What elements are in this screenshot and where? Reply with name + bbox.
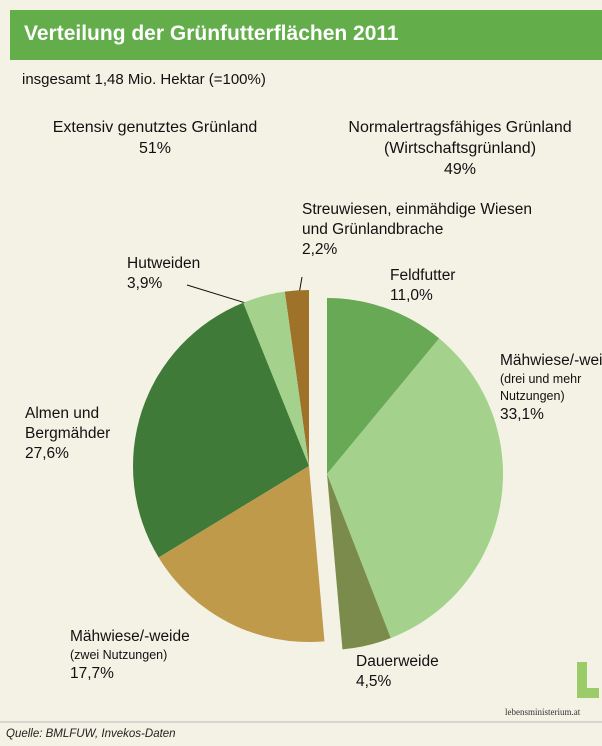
group-name: Normalertragsfähiges Grünland (Wirtschaf… [348,119,572,157]
logo-icon [577,688,599,698]
header: Verteilung der Grünfutterflächen 2011 [10,10,602,60]
slice-value: 33,1% [500,406,544,423]
group-value: 49% [443,161,477,178]
slice-name: Dauerweide [356,653,439,670]
subtitle: insgesamt 1,48 Mio. Hektar (=100%) [22,71,266,88]
slice-name: Hutweiden [127,255,201,272]
pie-slice [327,298,440,474]
slice-value: 11,0% [390,287,433,304]
slice-name: Almen und Bergmähder [25,405,111,442]
slice-label: Streuwiesen, einmähdige Wiesen und Grünl… [302,200,552,260]
logo-text: lebensministerium.at [505,707,581,717]
group-name: Extensiv genutztes Grünland [52,119,258,136]
slice-label: Hutweiden 3,9% [127,254,247,294]
slice-name: Feldfutter [390,267,456,284]
pie-slice [133,302,309,558]
group-label: Normalertragsfähiges Grünland (Wirtschaf… [320,117,600,180]
slice-value: 17,7% [70,665,114,682]
pie-slice [158,466,325,643]
slice-name: Mähwiese/-weide [500,352,602,369]
slice-note: (zwei Nutzungen) [70,648,168,662]
group-value: 51% [138,140,172,157]
slice-label: Mähwiese/-weide (zwei Nutzungen) 17,7% [70,627,270,684]
pie-slice [243,291,309,466]
chart-title: Verteilung der Grünfutterflächen 2011 [24,22,399,45]
slice-note: (drei und mehr Nutzungen) [500,372,582,403]
slice-name: Mähwiese/-weide [70,628,190,645]
slice-value: 27,6% [25,445,69,462]
slice-value: 3,9% [127,275,163,292]
slice-label: Dauerweide 4,5% [356,652,496,692]
slice-label: Feldfutter 11,0% [390,266,510,306]
pie-slice [284,290,309,466]
slice-label: Almen und Bergmähder 27,6% [25,404,145,464]
source: Quelle: BMLFUW, Invekos-Daten [6,728,176,740]
pie-slice [327,474,391,650]
slice-label: Mähwiese/-weide (drei und mehr Nutzungen)… [500,351,602,425]
slice-value: 4,5% [356,673,392,690]
slice-name: Streuwiesen, einmähdige Wiesen und Grünl… [302,201,533,238]
logo-icon [577,662,587,698]
group-label: Extensiv genutztes Grünland 51% [20,117,290,159]
pie-slice [327,338,503,639]
slice-value: 2,2% [302,241,338,258]
